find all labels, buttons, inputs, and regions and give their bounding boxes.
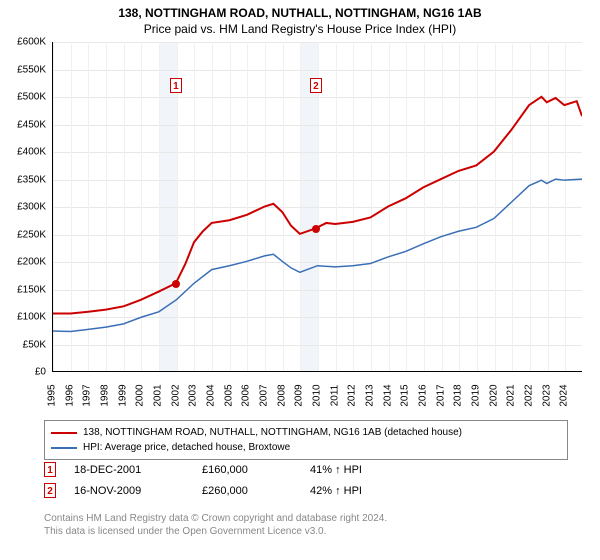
x-axis-label: 2008: [276, 384, 287, 406]
chart-marker-dot: [172, 280, 180, 288]
x-axis-label: 2009: [294, 384, 305, 406]
y-axis-label: £300K: [2, 202, 46, 213]
x-axis-label: 2015: [400, 384, 411, 406]
event-marker-icon: 2: [44, 483, 56, 498]
y-axis-label: £400K: [2, 147, 46, 158]
y-axis-label: £250K: [2, 229, 46, 240]
footer-line2: This data is licensed under the Open Gov…: [44, 525, 574, 538]
y-axis-label: £150K: [2, 284, 46, 295]
event-row: 2 16-NOV-2009 £260,000 42% ↑ HPI: [44, 483, 564, 498]
legend-text: 138, NOTTINGHAM ROAD, NUTHALL, NOTTINGHA…: [83, 425, 462, 440]
x-axis-label: 1996: [64, 384, 75, 406]
y-axis-label: £550K: [2, 64, 46, 75]
y-axis-label: £50K: [2, 339, 46, 350]
legend-swatch: [51, 432, 77, 434]
event-price: £160,000: [202, 464, 292, 476]
x-axis-label: 2011: [329, 385, 340, 407]
legend: 138, NOTTINGHAM ROAD, NUTHALL, NOTTINGHA…: [44, 420, 568, 460]
x-axis-label: 2001: [153, 384, 164, 406]
y-axis-label: £600K: [2, 37, 46, 48]
event-date: 18-DEC-2001: [74, 464, 184, 476]
legend-row: HPI: Average price, detached house, Brox…: [51, 440, 561, 455]
x-axis-label: 2004: [206, 384, 217, 406]
legend-swatch: [51, 447, 77, 449]
y-axis-label: £500K: [2, 92, 46, 103]
event-pct: 42% ↑ HPI: [310, 485, 400, 497]
footer-line1: Contains HM Land Registry data © Crown c…: [44, 512, 574, 525]
x-axis-label: 1999: [117, 384, 128, 406]
x-axis-label: 2020: [488, 384, 499, 406]
y-axis-label: £350K: [2, 174, 46, 185]
legend-text: HPI: Average price, detached house, Brox…: [83, 440, 290, 455]
title-line2: Price paid vs. HM Land Registry's House …: [0, 22, 600, 38]
chart-marker-dot: [312, 225, 320, 233]
x-axis-label: 2023: [541, 384, 552, 406]
event-marker-icon: 1: [44, 462, 56, 477]
x-axis-label: 2022: [524, 384, 535, 406]
x-axis-label: 2007: [259, 384, 270, 406]
y-axis-label: £450K: [2, 119, 46, 130]
legend-row: 138, NOTTINGHAM ROAD, NUTHALL, NOTTINGHA…: [51, 425, 561, 440]
series-line-property: [53, 97, 582, 314]
x-axis-label: 2021: [506, 384, 517, 406]
title-line1: 138, NOTTINGHAM ROAD, NUTHALL, NOTTINGHA…: [0, 6, 600, 22]
event-list: 1 18-DEC-2001 £160,000 41% ↑ HPI 2 16-NO…: [44, 462, 564, 504]
x-axis-label: 2003: [188, 384, 199, 406]
event-date: 16-NOV-2009: [74, 485, 184, 497]
x-axis-label: 2018: [453, 384, 464, 406]
footer-attribution: Contains HM Land Registry data © Crown c…: [44, 512, 574, 538]
y-axis-label: £0: [2, 367, 46, 378]
y-axis-label: £100K: [2, 312, 46, 323]
chart-title-block: 138, NOTTINGHAM ROAD, NUTHALL, NOTTINGHA…: [0, 0, 600, 37]
event-price: £260,000: [202, 485, 292, 497]
x-axis-label: 2019: [471, 384, 482, 406]
y-axis-label: £200K: [2, 257, 46, 268]
x-axis-label: 1998: [100, 384, 111, 406]
series-line-hpi: [53, 179, 582, 331]
x-axis-label: 2017: [435, 384, 446, 406]
x-axis-label: 2002: [170, 384, 181, 406]
event-pct: 41% ↑ HPI: [310, 464, 400, 476]
x-axis-label: 2010: [312, 384, 323, 406]
x-axis-label: 1997: [82, 384, 93, 406]
chart-container: 12 £0£50K£100K£150K£200K£250K£300K£350K£…: [8, 42, 592, 402]
x-axis-label: 2013: [365, 384, 376, 406]
x-axis-label: 2006: [241, 384, 252, 406]
x-axis-label: 2014: [382, 384, 393, 406]
x-axis-label: 2000: [135, 384, 146, 406]
x-axis-label: 2012: [347, 384, 358, 406]
plot-area: 12: [52, 42, 582, 372]
x-axis-label: 2005: [223, 384, 234, 406]
x-axis-label: 2016: [418, 384, 429, 406]
x-axis-label: 1995: [47, 384, 58, 406]
event-row: 1 18-DEC-2001 £160,000 41% ↑ HPI: [44, 462, 564, 477]
x-axis-label: 2024: [559, 384, 570, 406]
chart-lines: [53, 42, 582, 371]
